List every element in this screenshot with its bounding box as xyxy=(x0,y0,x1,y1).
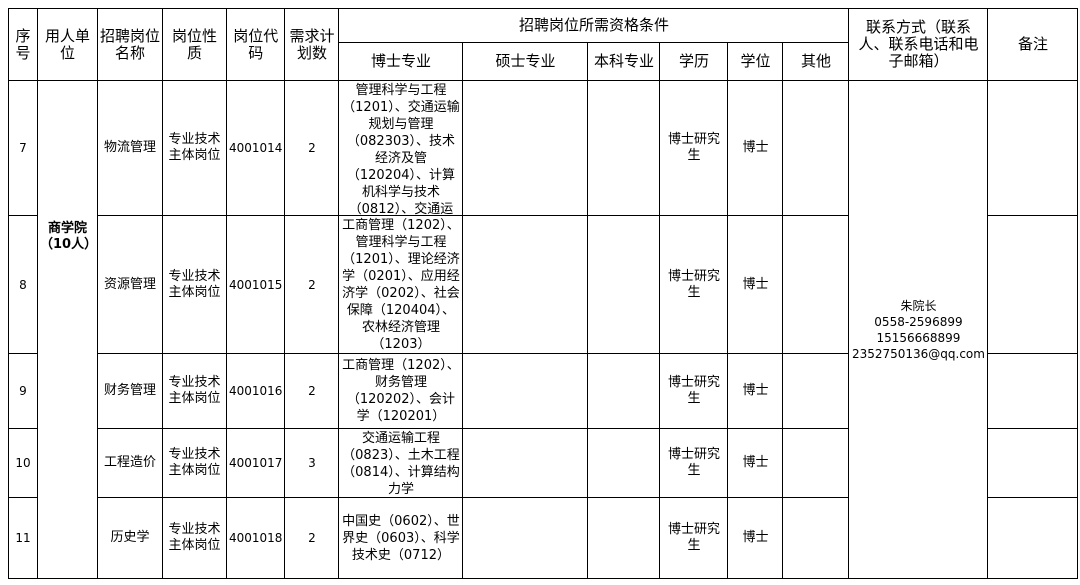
phd-major-cell: 工商管理（1202）、管理科学与工程（1201）、理论经济学（0201）、应用经… xyxy=(338,215,464,354)
phd-major-text: 管理科学与工程（1201）、交通运输规划与管理（082303）、技术经济及管（1… xyxy=(342,82,460,215)
contact-cell: 朱院长 0558-2596899 15156668899 2352750136@qq.… xyxy=(848,80,989,579)
other-cell xyxy=(782,353,850,429)
phd-major-text: 工商管理（1202）、管理科学与工程（1201）、理论经济学（0201）、应用经… xyxy=(342,217,460,352)
bachelor-major-cell xyxy=(587,80,661,216)
nature-cell: 专业技术主体岗位 xyxy=(162,497,227,579)
contact-mobile: 15156668899 xyxy=(876,330,961,345)
table-row: 7 商学院（10人） 物流管理 专业技术主体岗位 4001014 2 管理科学与工程（120… xyxy=(8,80,1079,579)
header-remark: 备注 xyxy=(987,8,1079,81)
header-nature: 岗位性质 xyxy=(162,8,227,81)
phd-major-text: 交通运输工程（0823）、土木工程（0814）、计算结构力学 xyxy=(342,430,460,497)
remark-cell xyxy=(987,80,1079,216)
seq-cell: 9 xyxy=(8,353,38,429)
bachelor-major-cell xyxy=(587,215,661,354)
code-cell: 4001014 xyxy=(225,80,286,216)
unit-cell: 商学院（10人） xyxy=(37,80,98,579)
remark-cell xyxy=(987,353,1079,429)
code-cell: 4001015 xyxy=(225,215,286,354)
education-cell: 博士研究生 xyxy=(659,428,729,498)
header-qualifications: 招聘岗位所需资格条件 xyxy=(338,8,850,43)
header-plan: 需求计划数 xyxy=(284,8,340,81)
phd-major-text: 工商管理（1202）、财务管理（120202）、会计学（120201） xyxy=(342,358,460,424)
header-position: 招聘岗位名称 xyxy=(97,8,163,81)
nature-cell: 专业技术主体岗位 xyxy=(162,80,227,216)
bachelor-major-cell xyxy=(587,497,661,579)
other-cell xyxy=(782,428,850,498)
position-cell: 历史学 xyxy=(97,497,163,579)
education-cell: 博士研究生 xyxy=(659,353,729,429)
degree-cell: 博士 xyxy=(727,497,784,579)
table-row: 11 历史学 专业技术主体岗位 4001018 2 中国史（0602）、世界史（0603）… xyxy=(8,497,1079,579)
header-bachelor-major: 本科专业 xyxy=(587,42,661,81)
plan-cell: 2 xyxy=(284,215,340,354)
contact-email: 2352750136@qq.com xyxy=(851,346,985,361)
master-major-cell xyxy=(462,428,589,498)
seq-cell: 8 xyxy=(8,215,38,354)
recruitment-table: 序号 用人单位 招聘岗位名称 岗位性质 岗位代码 需求计划数 招聘岗位所需资格条… xyxy=(8,8,1079,579)
header-master-major: 硕士专业 xyxy=(462,42,589,81)
header-education: 学历 xyxy=(659,42,729,81)
bachelor-major-cell xyxy=(587,428,661,498)
remark-cell xyxy=(987,215,1079,354)
degree-cell: 博士 xyxy=(727,80,784,216)
degree-cell: 博士 xyxy=(727,353,784,429)
plan-cell: 2 xyxy=(284,80,340,216)
contact-name: 朱院长 xyxy=(900,298,937,313)
plan-cell: 2 xyxy=(284,497,340,579)
plan-cell: 2 xyxy=(284,353,340,429)
phd-major-cell: 管理科学与工程（1201）、交通运输规划与管理（082303）、技术经济及管（1… xyxy=(338,80,464,216)
seq-cell: 11 xyxy=(8,497,38,579)
position-cell: 物流管理 xyxy=(97,80,163,216)
nature-cell: 专业技术主体岗位 xyxy=(162,215,227,354)
education-cell: 博士研究生 xyxy=(659,497,729,579)
nature-cell: 专业技术主体岗位 xyxy=(162,353,227,429)
other-cell xyxy=(782,80,850,216)
header-contact: 联系方式（联系人、联系电话和电子邮箱） xyxy=(848,8,989,81)
master-major-cell xyxy=(462,215,589,354)
phd-major-cell: 工商管理（1202）、财务管理（120202）、会计学（120201） xyxy=(338,353,464,429)
position-cell: 工程造价 xyxy=(97,428,163,498)
table-row: 9 财务管理 专业技术主体岗位 4001016 2 工商管理（1202）、财务管理（120… xyxy=(8,353,1079,429)
phd-major-cell: 中国史（0602）、世界史（0603）、科学技术史（0712） xyxy=(338,497,464,579)
master-major-cell xyxy=(462,80,589,216)
phd-major-text: 中国史（0602）、世界史（0603）、科学技术史（0712） xyxy=(342,513,460,563)
header-seq: 序号 xyxy=(8,8,38,81)
nature-cell: 专业技术主体岗位 xyxy=(162,428,227,498)
contact-phone: 0558-2596899 xyxy=(874,314,963,329)
phd-major-cell: 交通运输工程（0823）、土木工程（0814）、计算结构力学 xyxy=(338,428,464,498)
position-cell: 资源管理 xyxy=(97,215,163,354)
seq-cell: 10 xyxy=(8,428,38,498)
degree-cell: 博士 xyxy=(727,428,784,498)
other-cell xyxy=(782,497,850,579)
education-cell: 博士研究生 xyxy=(659,80,729,216)
header-degree: 学位 xyxy=(727,42,784,81)
remark-cell xyxy=(987,428,1079,498)
seq-cell: 7 xyxy=(8,80,38,216)
header-phd-major: 博士专业 xyxy=(338,42,464,81)
degree-cell: 博士 xyxy=(727,215,784,354)
bachelor-major-cell xyxy=(587,353,661,429)
table-row: 8 资源管理 专业技术主体岗位 4001015 2 工商管理（1202）、管理科学与工程（… xyxy=(8,215,1079,354)
master-major-cell xyxy=(462,353,589,429)
header-code: 岗位代码 xyxy=(225,8,286,81)
header-unit: 用人单位 xyxy=(37,8,98,81)
code-cell: 4001018 xyxy=(225,497,286,579)
plan-cell: 3 xyxy=(284,428,340,498)
position-cell: 财务管理 xyxy=(97,353,163,429)
header-other: 其他 xyxy=(782,42,850,81)
table-row: 10 工程造价 专业技术主体岗位 4001017 3 交通运输工程（0823）、土木工程（… xyxy=(8,428,1079,498)
education-cell: 博士研究生 xyxy=(659,215,729,354)
remark-cell xyxy=(987,497,1079,579)
master-major-cell xyxy=(462,497,589,579)
other-cell xyxy=(782,215,850,354)
code-cell: 4001017 xyxy=(225,428,286,498)
code-cell: 4001016 xyxy=(225,353,286,429)
